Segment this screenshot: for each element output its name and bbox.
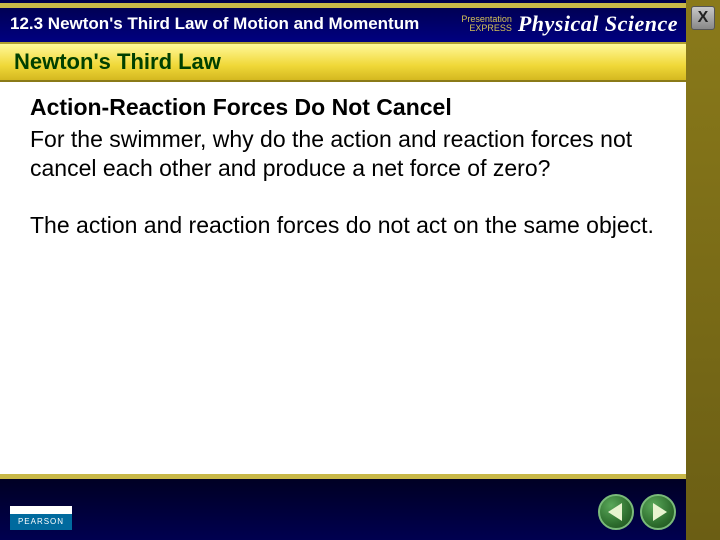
brand-subject: Physical Science [518,11,678,37]
right-sidebar-strip: X [686,0,720,540]
header-bar: 12.3 Newton's Third Law of Motion and Mo… [0,0,686,42]
topic-bar: Newton's Third Law [0,42,686,82]
brand-express-logo: Presentation EXPRESS [461,15,512,33]
next-button[interactable] [640,494,676,530]
publisher-logo: PEARSON [10,506,72,530]
nav-controls [598,494,676,530]
content-area: Action-Reaction Forces Do Not Cancel For… [0,82,686,474]
prev-button[interactable] [598,494,634,530]
slide: 12.3 Newton's Third Law of Motion and Mo… [0,0,686,540]
section-title: 12.3 Newton's Third Law of Motion and Mo… [0,8,419,34]
topic-title: Newton's Third Law [14,49,221,75]
footer-accent-stripe [0,474,686,479]
brand-area: Presentation EXPRESS Physical Science [461,0,686,42]
content-subhead: Action-Reaction Forces Do Not Cancel [30,94,656,121]
content-paragraph-2: The action and reaction forces do not ac… [30,211,656,240]
content-paragraph-1: For the swimmer, why do the action and r… [30,125,656,183]
close-button[interactable]: X [691,6,715,30]
footer-bar: PEARSON [0,474,686,540]
chevron-right-icon [653,503,667,521]
chevron-left-icon [608,503,622,521]
brand-express-text: EXPRESS [461,24,512,33]
